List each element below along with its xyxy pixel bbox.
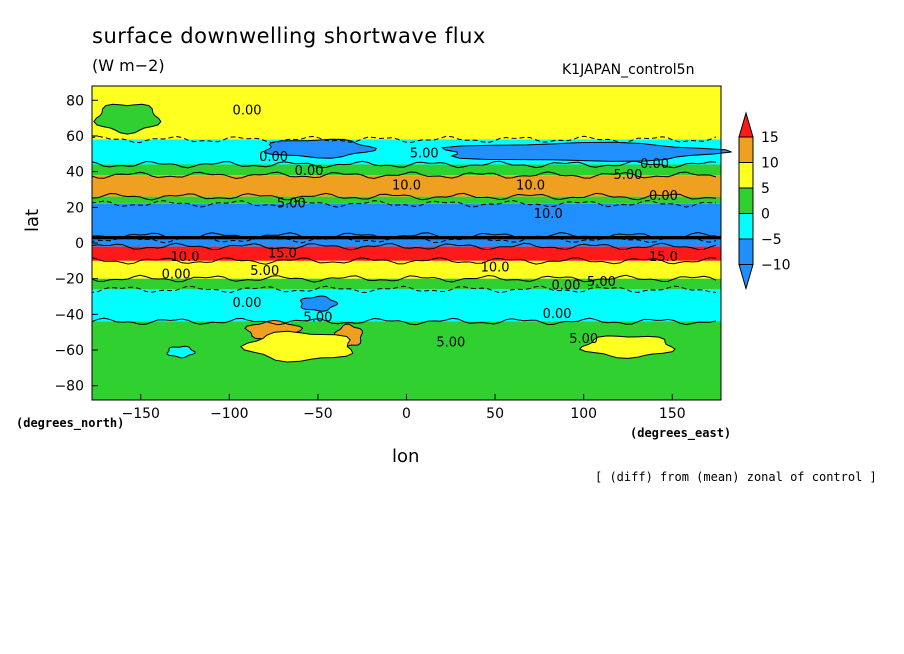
contour-label-1: 0.00: [259, 150, 288, 165]
contour-line-10: [91, 274, 717, 283]
contour-label-10: 0.00: [649, 189, 678, 204]
contour-label-13: 15.0: [649, 250, 678, 265]
diff-note: [ (diff) from (mean) zonal of control ]: [595, 470, 877, 484]
colorbar-extend-bottom: [738, 264, 754, 291]
x-tick-label-1: −100: [210, 406, 248, 422]
contour-label-0: 0.00: [233, 104, 262, 119]
contour-line-9: [91, 256, 717, 265]
contour-label-23: 5.00: [436, 335, 465, 350]
colorbar-swatch-2: [738, 187, 754, 214]
chart-title: surface downwelling shortwave flux: [92, 24, 486, 48]
chart-units: (W m−2): [92, 56, 165, 75]
contour-label-9: 5.00: [277, 196, 306, 211]
x-tick-label-0: −150: [121, 406, 159, 422]
contour-patch-7: [166, 345, 196, 359]
contour-label-11: 10.0: [171, 250, 200, 265]
colorbar-extend-top: [738, 111, 754, 138]
lat-band-11: [92, 289, 721, 322]
contour-label-16: 0.00: [162, 268, 191, 283]
contour-patch-6: [578, 335, 676, 359]
colorbar-label-1: 10: [761, 156, 779, 172]
contour-line-8: [91, 242, 717, 251]
contour-label-22: 5.00: [569, 332, 598, 347]
contour-label-17: 5.00: [587, 275, 616, 290]
contour-patch-1: [263, 138, 378, 159]
y-tick-label-4: 0: [75, 236, 84, 252]
contour-label-14: 5.00: [250, 264, 279, 279]
y-tick-label-7: −60: [54, 343, 84, 359]
x-tick-label-4: 50: [486, 406, 504, 422]
x-tick-label-5: 100: [570, 406, 597, 422]
colorbar-label-4: −5: [761, 232, 782, 248]
contour-patch-5: [240, 330, 354, 363]
lat-band-10: [92, 278, 721, 290]
x-tick-label-6: 150: [659, 406, 686, 422]
y-tick-label-0: 80: [66, 93, 84, 109]
lat-band-5: [92, 203, 721, 236]
y-tick-label-1: 60: [66, 129, 84, 145]
lat-band-0: [92, 86, 721, 140]
x-tick-label-3: 0: [402, 406, 411, 422]
contour-label-19: 0.00: [233, 296, 262, 311]
contour-patch-8: [299, 295, 339, 312]
lat-band-8: [92, 246, 721, 261]
lat-band-4: [92, 196, 721, 204]
x-tick-label-2: −50: [303, 406, 333, 422]
contour-patch-0: [93, 103, 162, 135]
contour-label-15: 10.0: [481, 261, 510, 276]
contour-patch-2: [440, 141, 732, 162]
contour-label-3: 10.0: [392, 178, 421, 193]
contour-line-11: [91, 285, 717, 294]
colorbar-label-0: 15: [761, 130, 779, 146]
colorbar-label-5: −10: [761, 258, 791, 274]
contour-line-6: [91, 231, 717, 240]
lat-band-7: [92, 239, 721, 247]
colorbar-swatch-0: [738, 136, 754, 163]
contour-line-3: [91, 171, 717, 180]
y-tick-label-3: 20: [66, 200, 84, 216]
colorbar-swatch-4: [738, 238, 754, 265]
contour-label-20: 5.00: [303, 311, 332, 326]
contour-label-21: 0.00: [543, 307, 572, 322]
contour-label-7: 0.00: [640, 157, 669, 172]
contour-label-2: 5.00: [410, 146, 439, 161]
contour-label-4: 10.0: [516, 178, 545, 193]
colorbar-label-2: 5: [761, 181, 770, 197]
contour-label-18: 0.00: [551, 278, 580, 293]
contour-label-5: 0.00: [295, 164, 324, 179]
colorbar-swatch-1: [738, 162, 754, 189]
contour-label-6: 5.00: [614, 168, 643, 183]
contour-line-2: [91, 160, 717, 169]
y-axis-units: (degrees_north): [16, 416, 125, 430]
contour-line-12: [91, 317, 717, 326]
x-axis-units: (degrees_east): [630, 426, 732, 440]
contour-label-12: 15.0: [268, 246, 297, 261]
lat-band-9: [92, 260, 721, 279]
contour-label-8: 10.0: [534, 207, 563, 222]
colorbar-label-3: 0: [761, 207, 770, 223]
y-tick-label-6: −40: [54, 307, 84, 323]
run-label: K1JAPAN_control5n: [562, 62, 695, 78]
y-tick-label-8: −80: [54, 379, 84, 395]
lat-band-12: [92, 321, 721, 400]
y-tick-label-2: 40: [66, 165, 84, 181]
contour-line-4: [91, 192, 717, 201]
lat-band-2: [92, 164, 721, 176]
x-axis-label: lon: [392, 446, 420, 467]
y-tick-label-5: −20: [54, 272, 84, 288]
lat-band-3: [92, 175, 721, 197]
colorbar-swatch-3: [738, 213, 754, 240]
